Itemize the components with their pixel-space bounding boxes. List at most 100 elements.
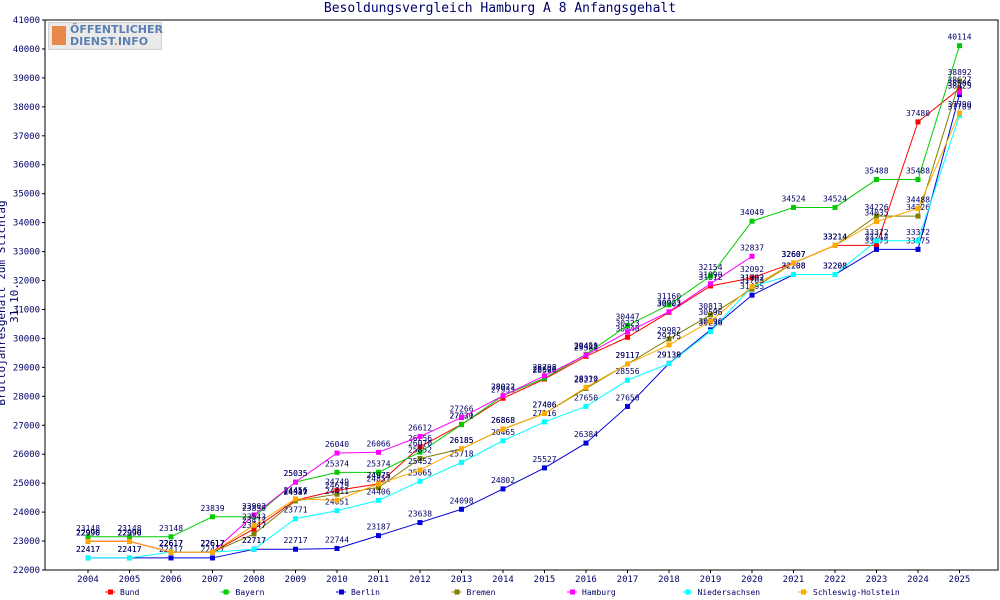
data-point-schleswig-holstein [127,538,132,544]
data-point-berlin [334,545,340,551]
data-point-bund [334,487,340,493]
x-tick-label: 2020 [741,575,763,585]
data-point-niedersachsen [583,403,589,409]
data-point-bayern [127,534,132,540]
data-point-bayern [957,43,962,49]
data-point-schleswig-holstein [293,496,298,502]
legend-label-berlin: Berlin [351,588,380,597]
data-point-bayern [210,514,215,520]
data-point-berlin [542,465,547,471]
data-label-bund: 22990 [117,528,141,537]
data-point-berlin [293,546,298,552]
data-point-bremen [874,213,879,219]
legend-label-schleswig-holstein: Schleswig-Holstein [813,588,900,597]
series-line-hamburg [88,255,753,553]
data-label-bayern: 34524 [781,194,805,203]
data-label-bayern: 23839 [200,504,224,513]
data-label-bremen: 22617 [200,539,224,548]
legend-marker-schleswig-holstein [801,589,806,595]
data-label-bund: 28596 [532,366,556,375]
data-point-bayern [417,449,423,455]
legend-marker-berlin [339,589,344,595]
data-label-niedersachsen: 22417 [76,545,100,554]
data-point-bremen [708,312,713,318]
logo-line2: DIENST.INFO [70,36,148,48]
data-point-hamburg [459,415,464,421]
data-label-schleswig-holstein: 27406 [532,401,556,410]
logo-dot: . [113,35,118,48]
data-point-schleswig-holstein [542,411,547,417]
data-point-hamburg [666,309,672,315]
data-point-bayern [708,273,713,279]
data-point-berlin [749,292,755,298]
data-point-schleswig-holstein [625,361,630,367]
y-tick-label: 26000 [13,450,40,460]
data-label-niedersachsen: 33372 [864,228,888,237]
data-point-berlin [874,246,879,252]
x-tick-label: 2012 [409,575,431,585]
y-tick-label: 27000 [13,421,40,431]
data-label-niedersachsen: 37709 [947,102,971,111]
data-point-bund [417,444,423,450]
data-label-hamburg: 29428 [574,342,598,351]
data-label-schleswig-holstein: 22990 [117,528,141,537]
data-label-schleswig-holstein: 37790 [947,100,971,109]
data-label-bremen: 32607 [781,250,805,259]
data-point-bund [251,526,257,532]
data-point-bremen [666,336,672,342]
data-point-niedersachsen [915,238,921,244]
chart-title: Besoldungsvergleich Hamburg A 8 Anfangsg… [323,1,677,16]
data-point-niedersachsen [500,438,506,444]
data-label-hamburg: 38506 [947,79,971,88]
data-label-bremen: 26185 [449,436,473,445]
data-label-bund: 24975 [366,471,390,480]
data-label-niedersachsen: 26465 [491,428,515,437]
data-label-hamburg: 22990 [117,528,141,537]
x-tick-label: 2019 [700,575,722,585]
y-tick-label: 38000 [13,103,40,113]
data-label-niedersachsen: 22617 [200,539,224,548]
data-point-berlin [459,506,464,512]
data-point-schleswig-holstein [708,318,713,324]
data-label-berlin: 22417 [76,545,100,554]
data-point-niedersachsen [874,238,879,244]
data-point-schleswig-holstein [210,549,215,555]
data-label-berlin: 24802 [491,476,515,485]
data-label-hamburg: 26066 [366,439,390,448]
data-label-bremen: 22617 [159,539,183,548]
data-point-bremen [957,78,962,84]
data-label-berlin: 23187 [366,523,390,532]
data-point-schleswig-holstein [85,538,91,544]
data-label-hamburg: 26040 [325,440,349,449]
x-tick-label: 2025 [949,575,971,585]
data-label-hamburg: 26612 [408,423,432,432]
series-line-bund [88,88,960,553]
data-label-schleswig-holstein: 22990 [76,528,100,537]
data-label-hamburg: 22990 [76,528,100,537]
x-tick-label: 2024 [907,575,929,585]
data-label-niedersachsen: 27650 [574,393,598,402]
x-tick-label: 2014 [492,575,514,585]
series-line-berlin [88,94,960,559]
data-label-bayern: 28626 [532,365,556,374]
data-label-bayern: 23148 [76,524,100,533]
data-point-schleswig-holstein [334,497,340,503]
data-point-schleswig-holstein [749,284,755,290]
data-label-bremen: 24619 [325,481,349,490]
y-tick-label: 31000 [13,305,40,315]
data-label-schleswig-holstein: 24456 [283,486,307,495]
x-tick-label: 2006 [160,575,182,585]
data-label-niedersachsen: 32208 [781,262,805,271]
data-point-berlin [915,246,921,252]
data-point-schleswig-holstein [417,467,423,473]
data-label-bund: 24749 [325,477,349,486]
data-label-bund: 32092 [740,265,764,274]
data-point-berlin [625,403,630,409]
data-label-schleswig-holstein: 26185 [449,436,473,445]
data-label-berlin: 26384 [574,430,598,439]
data-point-niedersachsen [127,555,132,561]
data-label-schleswig-holstein: 34488 [906,196,930,205]
data-label-hamburg: 30923 [657,299,681,308]
data-point-bund [915,119,921,125]
data-label-bayern: 25374 [325,459,349,468]
